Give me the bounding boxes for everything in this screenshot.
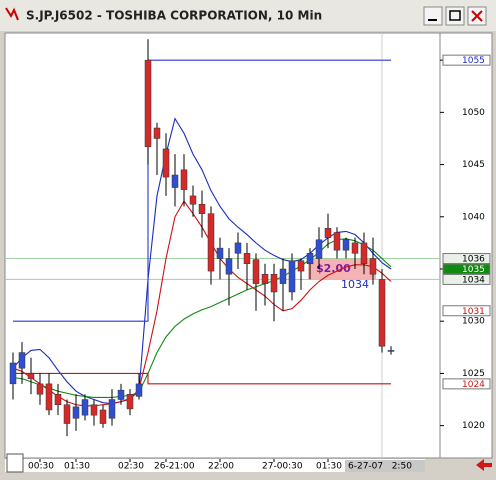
annotation: $2.00 (316, 262, 351, 275)
candle-body (108, 399, 116, 419)
x-tick-label: 02:30 (118, 462, 144, 472)
candle-body (342, 239, 350, 251)
maximize-button[interactable] (445, 6, 465, 26)
candle-body (189, 195, 197, 205)
candle-body (171, 174, 179, 188)
candle-body (144, 59, 152, 148)
scroll-arrow[interactable] (476, 459, 492, 471)
candle-body (324, 228, 332, 238)
candle-body (351, 242, 359, 254)
candle-body (180, 169, 188, 190)
cursor-label-box (345, 460, 425, 472)
candle-body (225, 258, 233, 275)
candle-body (297, 260, 305, 272)
series-line (13, 372, 391, 385)
y-tick-label: 1045 (462, 160, 485, 170)
candle-body (90, 404, 98, 416)
level-label: 1035 (462, 265, 485, 275)
time-axis (5, 459, 425, 472)
y-tick-label: 1020 (462, 421, 485, 431)
candle-body (261, 273, 269, 284)
candle-body (54, 394, 62, 405)
candle-body (153, 127, 161, 139)
x-tick-label: 22:00 (208, 462, 234, 472)
x-tick-label: 27-00:30 (262, 462, 303, 472)
candle-body (360, 242, 368, 265)
candle-body (126, 394, 134, 410)
cursor-label: 6-27-07 2:50 (348, 462, 412, 472)
close-button[interactable] (467, 6, 487, 26)
candle-body (378, 279, 386, 347)
x-tick-label: 00:30 (28, 462, 54, 472)
candle-body (234, 242, 242, 254)
candle-body (117, 389, 125, 400)
candle-body (45, 383, 53, 411)
candle-body (207, 213, 215, 272)
app-icon (5, 7, 19, 21)
candle-body (243, 253, 251, 265)
y-tick-label: 1050 (462, 108, 485, 118)
level-label: 1034 (462, 275, 485, 285)
level-label: 1024 (462, 380, 485, 390)
minimize-button[interactable] (423, 6, 443, 26)
candle-body (369, 258, 377, 275)
level-label: 1031 (462, 307, 485, 317)
candle-body (315, 239, 323, 259)
candle-body (270, 273, 278, 293)
corner-box[interactable] (6, 453, 24, 473)
level-box (442, 273, 491, 285)
level-box (442, 54, 491, 66)
level-label: 1055 (462, 56, 485, 66)
x-tick-label: 26-21:00 (154, 462, 195, 472)
candle-body (81, 399, 89, 416)
level-box (442, 378, 491, 390)
candle-body (306, 253, 314, 265)
series-line (13, 59, 391, 322)
candle-body (99, 409, 107, 424)
candle-body (162, 148, 170, 178)
candle-body (135, 383, 143, 397)
candle-body (252, 259, 260, 284)
price-axis (439, 32, 493, 459)
candle-body (72, 406, 80, 419)
candle-body (27, 373, 35, 379)
candle-body (216, 247, 224, 259)
candle-body (63, 404, 71, 424)
y-tick-label: 1025 (462, 369, 485, 379)
candle-body (387, 350, 395, 352)
x-tick-label: 01:30 (64, 462, 90, 472)
x-tick-label: 01:30 (316, 462, 342, 472)
candle-body (18, 352, 26, 369)
title-bar (0, 0, 496, 31)
candle-body (333, 232, 341, 251)
candle-body (36, 383, 44, 395)
candle-body (279, 268, 287, 284)
candle-body (288, 260, 296, 293)
plot-area (4, 32, 441, 459)
window-title: S.JP.J6502 - TOSHIBA CORPORATION, 10 Min (26, 9, 322, 23)
candle-body (198, 204, 206, 214)
annotation: 1034 (341, 278, 369, 291)
y-tick-label: 1030 (462, 317, 485, 327)
level-label: 1036 (462, 255, 485, 265)
level-box (442, 305, 491, 317)
candle-body (9, 362, 17, 385)
y-tick-label: 1040 (462, 212, 485, 222)
